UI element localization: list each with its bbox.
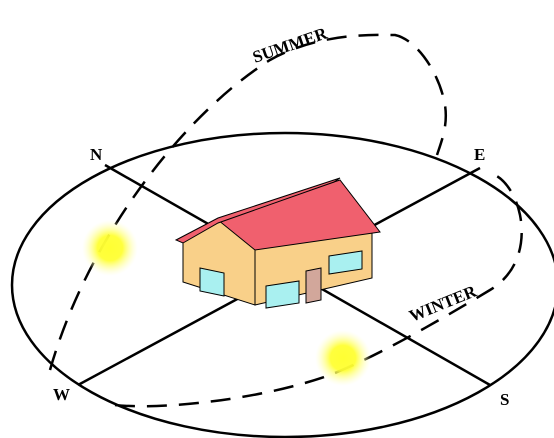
south-label: S bbox=[500, 390, 509, 409]
house-door bbox=[305, 267, 322, 304]
side-window-right bbox=[328, 250, 363, 275]
summer-sun-path bbox=[48, 33, 447, 371]
east-label: E bbox=[474, 145, 485, 164]
north-label: N bbox=[90, 145, 103, 164]
front-window bbox=[199, 267, 225, 297]
winter-sun bbox=[315, 330, 371, 386]
house bbox=[174, 177, 381, 309]
side-window-left bbox=[265, 280, 300, 309]
west-label: W bbox=[53, 385, 70, 404]
winter-sun-path bbox=[114, 173, 523, 408]
winter-label: WINTER bbox=[406, 281, 479, 325]
summer-sun bbox=[82, 220, 138, 276]
horizon-ellipse bbox=[10, 131, 554, 438]
summer-label: SUMMER bbox=[250, 23, 330, 66]
house-roof-edge bbox=[174, 177, 341, 244]
